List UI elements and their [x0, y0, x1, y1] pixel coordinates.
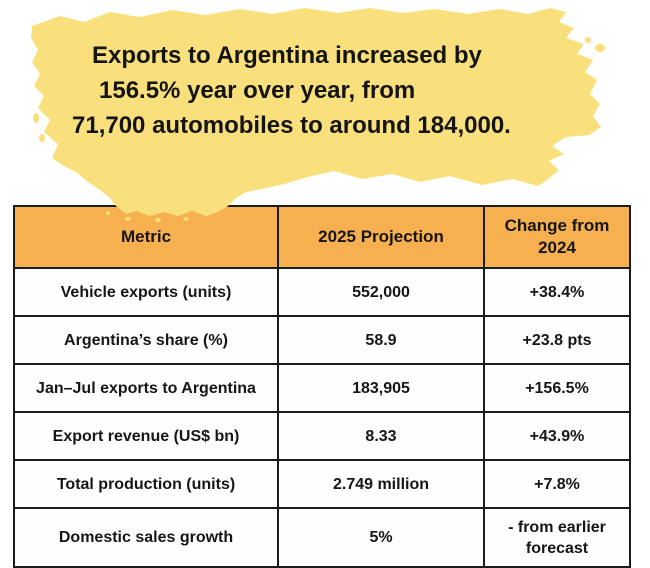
table-body: Vehicle exports (units) 552,000 +38.4% A… — [13, 267, 631, 568]
header-row: Metric 2025 Projection Change from 2024 — [13, 205, 631, 269]
change-cell: +156.5% — [483, 363, 631, 413]
change-cell: - from earlier forecast — [483, 507, 631, 568]
table-row: Total production (units) 2.749 million +… — [13, 459, 631, 509]
change-cell: +23.8 pts — [483, 315, 631, 365]
metric-cell: Vehicle exports (units) — [13, 267, 279, 317]
table-header: Metric 2025 Projection Change from 2024 — [13, 205, 631, 269]
projection-cell: 5% — [277, 507, 485, 568]
projection-cell: 58.9 — [277, 315, 485, 365]
headline-line-3: 71,700 automobiles to around 184,000. — [72, 112, 511, 139]
headline-line-1: Exports to Argentina increased by — [92, 42, 482, 69]
change-cell: +38.4% — [483, 267, 631, 317]
stats-table: Metric 2025 Projection Change from 2024 … — [13, 205, 631, 568]
change-cell: +43.9% — [483, 411, 631, 461]
blob-speck — [585, 37, 591, 43]
headline-line-2: 156.5% year over year, from — [99, 77, 416, 104]
table-row: Jan–Jul exports to Argentina 183,905 +15… — [13, 363, 631, 413]
blob-speck — [33, 113, 39, 123]
metric-cell: Total production (units) — [13, 459, 279, 509]
projection-cell: 183,905 — [277, 363, 485, 413]
table-row: Argentina’s share (%) 58.9 +23.8 pts — [13, 315, 631, 365]
column-header-change: Change from 2024 — [483, 205, 631, 269]
blob-speck — [595, 44, 605, 52]
headline: Exports to Argentina increased by 156.5%… — [72, 38, 511, 143]
table-row: Domestic sales growth 5% - from earlier … — [13, 507, 631, 568]
metric-cell: Domestic sales growth — [13, 507, 279, 568]
table-row: Export revenue (US$ bn) 8.33 +43.9% — [13, 411, 631, 461]
table-row: Vehicle exports (units) 552,000 +38.4% — [13, 267, 631, 317]
projection-cell: 552,000 — [277, 267, 485, 317]
projection-cell: 2.749 million — [277, 459, 485, 509]
column-header-projection: 2025 Projection — [277, 205, 485, 269]
metric-cell: Argentina’s share (%) — [13, 315, 279, 365]
change-cell: +7.8% — [483, 459, 631, 509]
blob-speck — [39, 134, 45, 142]
projection-cell: 8.33 — [277, 411, 485, 461]
metric-cell: Export revenue (US$ bn) — [13, 411, 279, 461]
column-header-metric: Metric — [13, 205, 279, 269]
metric-cell: Jan–Jul exports to Argentina — [13, 363, 279, 413]
